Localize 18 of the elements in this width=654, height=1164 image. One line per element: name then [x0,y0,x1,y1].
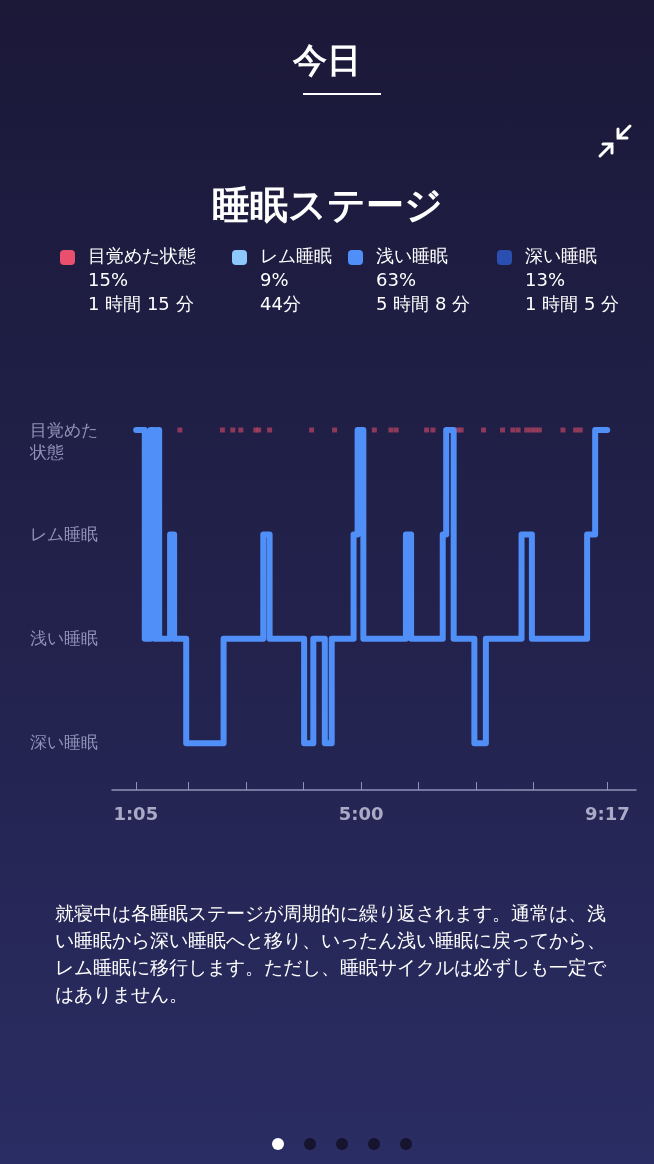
category-label: 浅い睡眠 [376,245,448,266]
text: 浅い睡眠 [30,628,98,648]
category-label: 深い睡眠 [525,245,597,266]
category-label: 目覚めた状態 [88,245,196,266]
x-tick-label: 5:00 [338,802,384,824]
text: レム睡眠 [30,524,98,544]
x-tick-label: 9:17 [585,802,630,824]
text: 目覚めた状態 [29,420,98,462]
text: 15% 1 時間 15 分 [88,269,194,314]
x-tick-label: 1:05 [113,802,159,824]
text: 就寝中は各睡眠ステージが周期的に繰り返されます。通常は、浅い睡眠から深い睡眠へと移り、いったん浅い睡眠に戻ってから、レム睡眠に移行します。ただし、睡眠サイクルは必ずしも一定ではありません。 [55,901,607,1007]
text: 63% 5 時間 8 分 [376,269,471,314]
text: 睡眠ステージ [210,182,444,229]
text: 深い睡眠 [30,732,98,752]
category-label: レム睡眠 [260,245,332,266]
text: 今日 [292,39,362,82]
text: 9% 44分 [260,269,301,314]
text: 13% 1 時間 5 分 [525,269,620,314]
